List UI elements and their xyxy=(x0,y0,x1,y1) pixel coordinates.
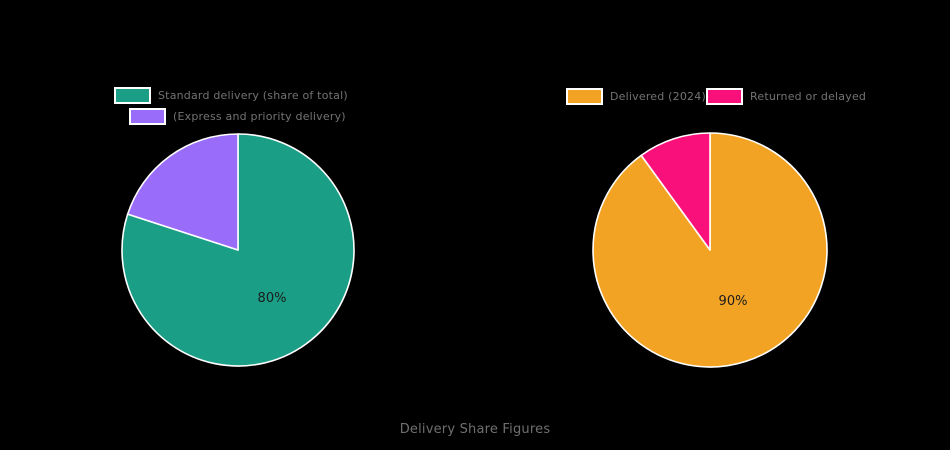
legend-left-row-2: (Express and priority delivery) xyxy=(129,108,346,125)
legend-left-row-1: Standard delivery (share of total) xyxy=(114,87,348,104)
pie-slice-left-pie-1 xyxy=(126,133,239,251)
legend-label-teal: Standard delivery (share of total) xyxy=(158,89,348,102)
legend-right-item-2: Returned or delayed xyxy=(706,88,866,105)
pie-slice-right-pie-1 xyxy=(640,132,711,251)
pink-swatch-icon xyxy=(706,88,743,105)
legend-label-purple: (Express and priority delivery) xyxy=(173,110,346,123)
right-pie: 90% xyxy=(592,132,828,368)
legend-label-orange: Delivered (2024) xyxy=(610,90,706,103)
legend-label-pink: Returned or delayed xyxy=(750,90,867,103)
pct-label-left-pie: 80% xyxy=(258,291,287,306)
legend-right-item-1: Delivered (2024) xyxy=(566,88,706,105)
purple-swatch-icon xyxy=(129,108,166,125)
pct-label-right-pie: 90% xyxy=(719,294,748,309)
teal-swatch-icon xyxy=(114,87,151,104)
orange-swatch-icon xyxy=(566,88,603,105)
figure-title: Delivery Share Figures xyxy=(399,422,551,437)
pie-slice-left-pie-0 xyxy=(121,133,355,367)
left-pie: 80% xyxy=(121,133,355,367)
